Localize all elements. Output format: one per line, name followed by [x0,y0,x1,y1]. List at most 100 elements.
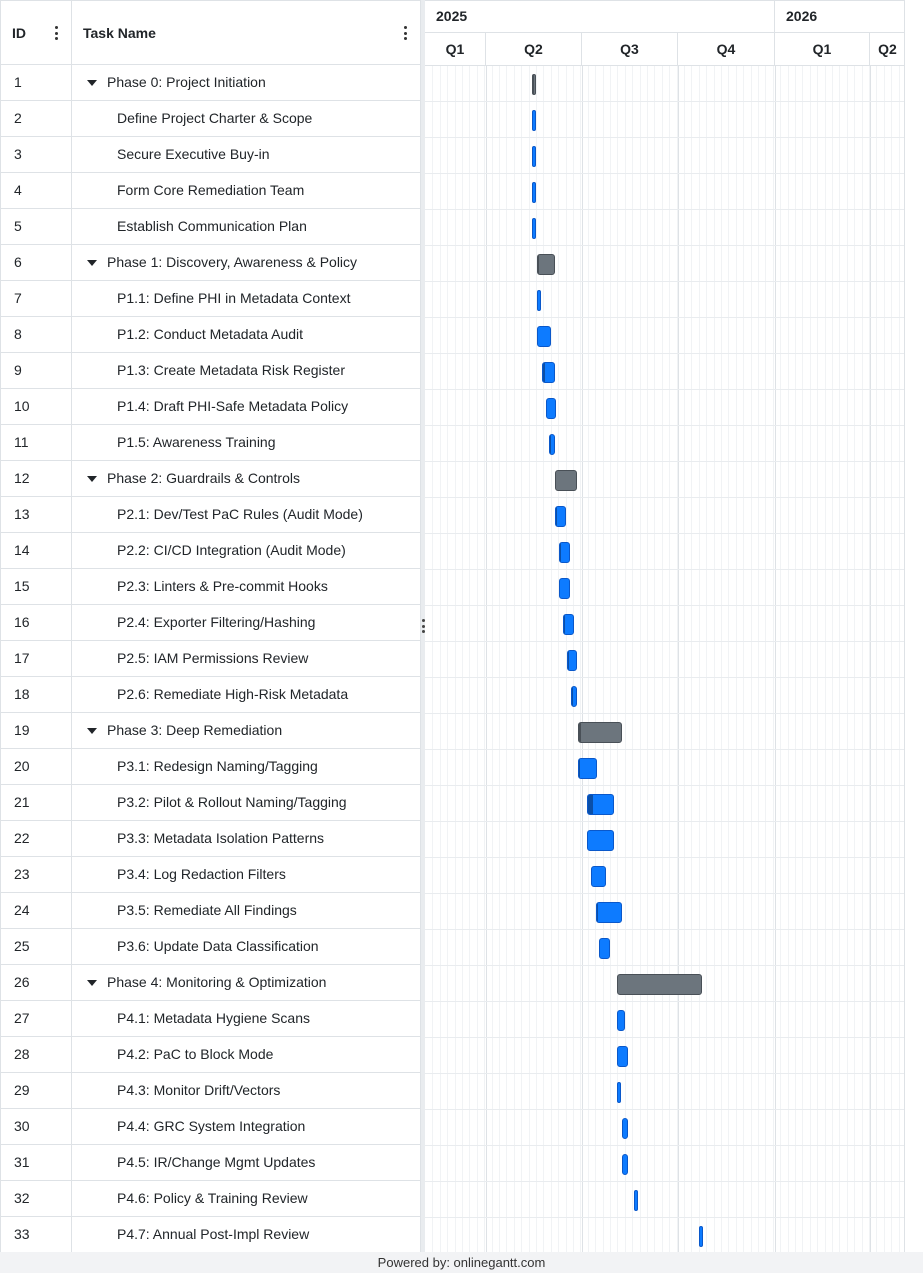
task-bar[interactable] [698,1226,703,1247]
task-row[interactable]: 14 P2.2: CI/CD Integration (Audit Mode) [0,533,421,569]
task-row[interactable]: 27 P4.1: Metadata Hygiene Scans [0,1001,421,1037]
phase-row[interactable]: 12 Phase 2: Guardrails & Controls [0,461,421,497]
task-row[interactable]: 13 P2.1: Dev/Test PaC Rules (Audit Mode) [0,497,421,533]
row-gridline [425,317,904,318]
task-bar[interactable] [587,830,615,851]
phase-row[interactable]: 1 Phase 0: Project Initiation [0,65,421,101]
task-bar[interactable] [555,506,566,527]
task-name-text: P2.5: IAM Permissions Review [117,650,309,666]
id-column-menu-icon[interactable] [54,26,58,40]
task-bar[interactable] [532,218,537,239]
task-row[interactable]: 29 P4.3: Monitor Drift/Vectors [0,1073,421,1109]
task-bar[interactable] [532,146,537,167]
task-row[interactable]: 25 P3.6: Update Data Classification [0,929,421,965]
task-row[interactable]: 9 P1.3: Create Metadata Risk Register [0,353,421,389]
row-task-name: P1.5: Awareness Training [72,425,421,460]
week-gridline [447,66,448,1252]
collapse-caret-icon[interactable] [87,980,97,986]
task-row[interactable]: 10 P1.4: Draft PHI-Safe Metadata Policy [0,389,421,425]
task-bar[interactable] [621,1118,629,1139]
task-bar[interactable] [532,110,537,131]
progress-fill [588,795,594,814]
task-row[interactable]: 23 P3.4: Log Redaction Filters [0,857,421,893]
task-bar[interactable] [541,362,556,383]
task-bar[interactable] [558,542,570,563]
week-gridline [521,66,522,1252]
task-name-text: P3.6: Update Data Classification [117,938,319,954]
phase-bar[interactable] [578,722,622,743]
week-gridline [551,66,552,1252]
week-gridline [699,66,700,1252]
task-row[interactable]: 3 Secure Executive Buy-in [0,137,421,173]
task-bar[interactable] [621,1154,629,1175]
task-row[interactable]: 18 P2.6: Remediate High-Risk Metadata [0,677,421,713]
row-id: 10 [0,389,72,424]
task-bar[interactable] [563,614,575,635]
row-id: 27 [0,1001,72,1036]
task-row[interactable]: 24 P3.5: Remediate All Findings [0,893,421,929]
collapse-caret-icon[interactable] [87,260,97,266]
id-column-header[interactable]: ID [0,1,72,65]
task-bar[interactable] [532,182,537,203]
collapse-caret-icon[interactable] [87,728,97,734]
task-row[interactable]: 21 P3.2: Pilot & Rollout Naming/Tagging [0,785,421,821]
task-row[interactable]: 30 P4.4: GRC System Integration [0,1109,421,1145]
phase-bar[interactable] [555,470,578,491]
task-bar[interactable] [634,1190,639,1211]
quarter-header: Q4 [678,33,775,65]
row-gridline [425,209,904,210]
task-name-column-header[interactable]: Task Name [72,1,421,65]
task-bar[interactable] [587,794,615,815]
task-row[interactable]: 16 P2.4: Exporter Filtering/Hashing [0,605,421,641]
pane-splitter[interactable] [421,0,425,1252]
row-task-name: Phase 2: Guardrails & Controls [72,461,421,496]
row-task-name: P4.5: IR/Change Mgmt Updates [72,1145,421,1180]
task-name-text: P2.6: Remediate High-Risk Metadata [117,686,349,702]
task-row[interactable]: 2 Define Project Charter & Scope [0,101,421,137]
task-bar[interactable] [536,290,541,311]
task-name-text: Phase 1: Discovery, Awareness & Policy [107,254,358,270]
task-row[interactable]: 22 P3.3: Metadata Isolation Patterns [0,821,421,857]
task-row[interactable]: 33 P4.7: Annual Post-Impl Review [0,1217,421,1253]
task-row[interactable]: 17 P2.5: IAM Permissions Review [0,641,421,677]
task-bar[interactable] [595,902,622,923]
task-bar[interactable] [617,1082,622,1103]
task-name-text: P1.5: Awareness Training [117,434,276,450]
phase-bar[interactable] [536,254,556,275]
task-bar[interactable] [570,686,578,707]
task-row[interactable]: 20 P3.1: Redesign Naming/Tagging [0,749,421,785]
task-row[interactable]: 11 P1.5: Awareness Training [0,425,421,461]
task-bar[interactable] [598,938,610,959]
task-bar[interactable] [567,650,578,671]
task-row[interactable]: 4 Form Core Remediation Team [0,173,421,209]
task-bar[interactable] [617,1010,625,1031]
splitter-handle-icon[interactable] [421,619,425,633]
task-name-column-menu-icon[interactable] [403,26,407,40]
task-bar[interactable] [545,398,556,419]
phase-bar[interactable] [617,974,703,995]
task-bar[interactable] [549,434,556,455]
quarter-gridline [486,66,487,1252]
quarter-header: Q3 [582,33,678,65]
task-row[interactable]: 5 Establish Communication Plan [0,209,421,245]
task-row[interactable]: 32 P4.6: Policy & Training Review [0,1181,421,1217]
task-row[interactable]: 31 P4.5: IR/Change Mgmt Updates [0,1145,421,1181]
task-bar[interactable] [558,578,570,599]
task-row[interactable]: 28 P4.2: PaC to Block Mode [0,1037,421,1073]
task-bar[interactable] [536,326,552,347]
phase-row[interactable]: 19 Phase 3: Deep Remediation [0,713,421,749]
task-bar[interactable] [617,1046,629,1067]
task-row[interactable]: 7 P1.1: Define PHI in Metadata Context [0,281,421,317]
task-bar[interactable] [578,758,597,779]
collapse-caret-icon[interactable] [87,476,97,482]
phase-row[interactable]: 6 Phase 1: Discovery, Awareness & Policy [0,245,421,281]
task-row[interactable]: 8 P1.2: Conduct Metadata Audit [0,317,421,353]
phase-bar[interactable] [532,74,537,95]
powered-by-footer[interactable]: Powered by: onlinegantt.com [0,1252,923,1273]
task-row[interactable]: 15 P2.3: Linters & Pre-commit Hooks [0,569,421,605]
task-bar[interactable] [590,866,607,887]
phase-row[interactable]: 26 Phase 4: Monitoring & Optimization [0,965,421,1001]
collapse-caret-icon[interactable] [87,80,97,86]
row-task-name: P2.4: Exporter Filtering/Hashing [72,605,421,640]
row-id: 9 [0,353,72,388]
